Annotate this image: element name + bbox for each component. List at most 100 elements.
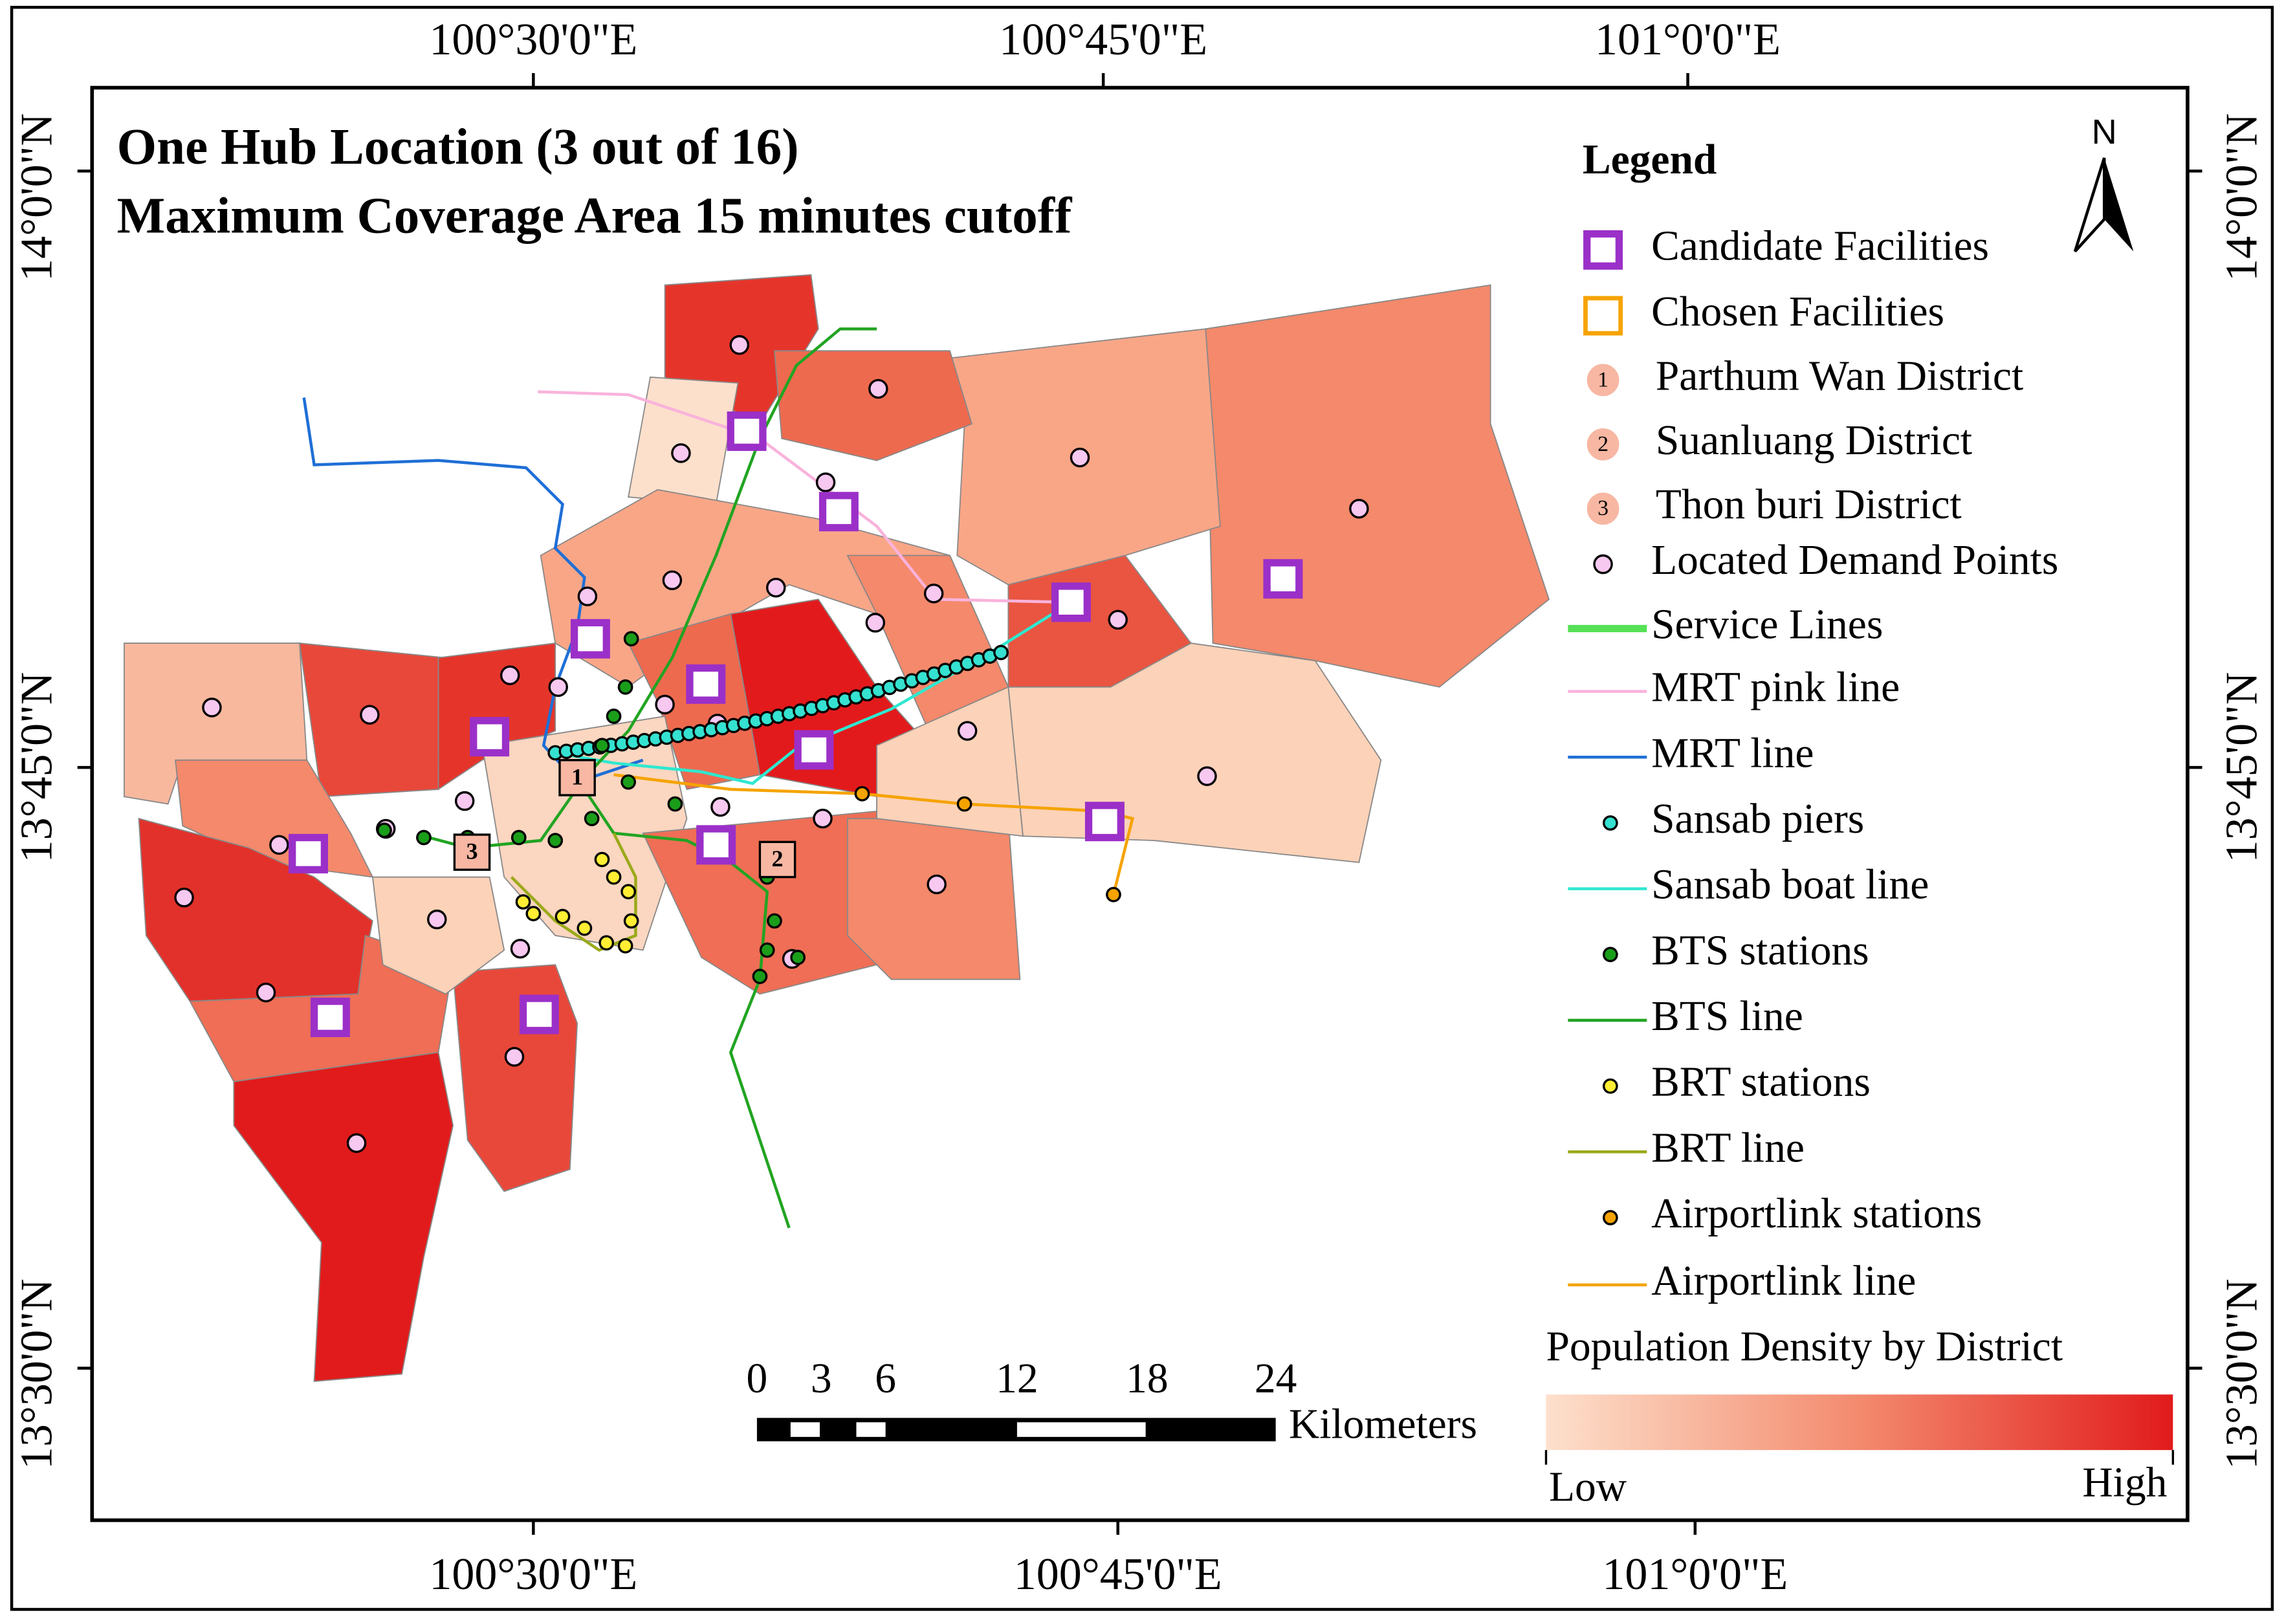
lon-label: 100°45'0"E [999, 15, 1207, 65]
lon-label: 100°30'0"E [429, 1550, 637, 1599]
point [671, 443, 691, 463]
district [847, 818, 1021, 980]
point [525, 906, 542, 921]
north-label: N [2092, 113, 2117, 151]
transit-line [510, 832, 637, 952]
candidate-facility [727, 411, 767, 451]
candidate-facility [1263, 559, 1303, 599]
point [815, 472, 836, 492]
point [346, 1133, 367, 1153]
legend-symbol [1602, 1078, 1618, 1094]
scale-label: 6 [875, 1355, 896, 1402]
legend-symbol [1583, 230, 1623, 270]
scale-segment [756, 1418, 1276, 1442]
candidate-facility [818, 492, 859, 532]
title: Maximum Coverage Area 15 minutes cutoff [117, 188, 1073, 244]
title: One Hub Location (3 out of 16) [117, 119, 799, 175]
lat-label: 14°0'0"N [12, 113, 61, 281]
legend-item: Thon buri District [1656, 481, 1962, 528]
legend-item: Airportlink stations [1651, 1191, 1982, 1237]
candidate-facility [470, 717, 510, 757]
legend-symbol [1584, 425, 1622, 464]
point [416, 829, 432, 846]
scale-segment [790, 1422, 820, 1437]
point [790, 949, 806, 965]
legend-item: Located Demand Points [1651, 537, 2058, 584]
density-title: Population Density by District [1546, 1324, 2063, 1370]
legend-item: Chosen Facilities [1651, 289, 1944, 335]
candidate-facility [570, 619, 610, 659]
scale-label: 24 [1255, 1355, 1297, 1402]
legend-item: MRT line [1651, 730, 1814, 776]
scale-label: 0 [747, 1355, 768, 1402]
point [868, 379, 888, 399]
point [957, 721, 978, 741]
graticule-ticks [77, 72, 2202, 1535]
chosen-facility [453, 833, 491, 871]
point [620, 884, 637, 899]
point [584, 811, 600, 827]
point [927, 874, 947, 895]
point [594, 738, 610, 754]
district [774, 350, 972, 461]
point [1106, 886, 1121, 903]
point [993, 644, 1009, 661]
point [174, 887, 194, 908]
candidate-facility [686, 664, 726, 704]
legend-item: Candidate Facilities [1651, 223, 1989, 269]
legend: Candidate Facilities Chosen Facilities 1 Pa… [1568, 223, 2058, 1304]
point [813, 808, 833, 829]
point [623, 913, 639, 929]
candidate-facility [519, 994, 559, 1035]
north-arrow [2104, 157, 2134, 252]
legend-item: Parthum Wan District [1656, 353, 2023, 399]
lon-label: 100°30'0"E [429, 15, 637, 65]
point [548, 677, 568, 697]
density-ramp [1546, 1394, 2173, 1451]
point [655, 694, 675, 715]
point [606, 869, 622, 885]
candidate-facility [1051, 582, 1091, 622]
north-arrow [2073, 157, 2106, 253]
legend-item: Suanluang District [1656, 417, 1972, 464]
candidate-facility [794, 730, 834, 770]
point [504, 1047, 525, 1067]
point [854, 785, 870, 802]
legend-title: Legend [1583, 137, 1717, 183]
facility-label: 1 [571, 763, 583, 789]
point [256, 982, 276, 1003]
scale-label: 12 [996, 1355, 1038, 1402]
chosen-facility [558, 759, 596, 796]
point [923, 583, 944, 604]
point [269, 835, 289, 855]
map-frame [90, 85, 2190, 1522]
point [1197, 766, 1217, 786]
chosen-facility [758, 840, 796, 879]
point [752, 969, 768, 985]
point [667, 796, 683, 812]
district [233, 1051, 454, 1382]
legend-item: MRT pink line [1651, 664, 1900, 711]
legend-item: Sansab boat line [1651, 862, 1929, 908]
points: 1 2 3 [174, 335, 1369, 1153]
legend-item: BTS line [1651, 993, 1803, 1040]
scale-unit: Kilometers [1289, 1401, 1477, 1447]
point [594, 851, 610, 868]
transit-line [583, 788, 791, 1229]
lat-label: 13°45'0"N [2217, 672, 2267, 863]
point [577, 586, 598, 607]
point [598, 935, 615, 951]
scale-segment [1016, 1422, 1146, 1437]
lon-label: 101°0'0"E [1595, 15, 1781, 65]
lat-label: 13°30'0"N [12, 1278, 61, 1469]
candidate-facility [310, 997, 350, 1037]
legend-item: BRT line [1651, 1125, 1805, 1171]
legend-symbol [1583, 296, 1623, 336]
point [427, 909, 447, 930]
lat-label: 14°0'0"N [2217, 113, 2267, 281]
point [360, 705, 380, 725]
point [617, 679, 633, 695]
legend-symbol-label: 1 [1598, 368, 1609, 391]
